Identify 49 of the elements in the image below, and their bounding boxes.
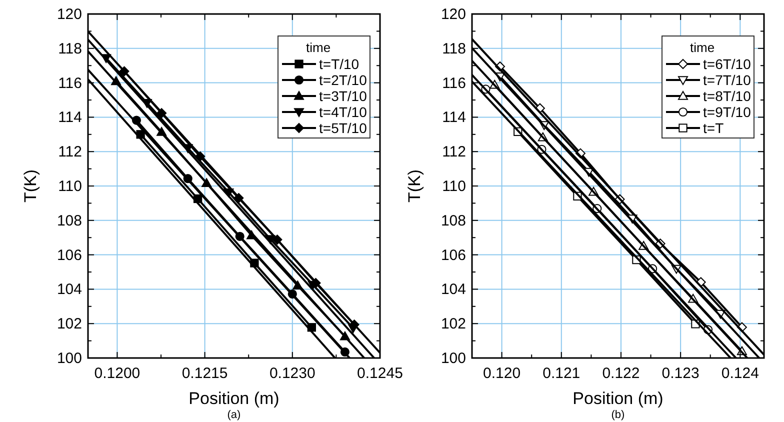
- legend-label: t=5T/10: [319, 120, 368, 136]
- legend-label: t=9T/10: [703, 104, 752, 120]
- y-tick-label: 100: [440, 350, 466, 367]
- legend-label: t=7T/10: [703, 72, 752, 88]
- legend-label: t=T: [703, 120, 724, 136]
- y-tick-label: 108: [440, 212, 466, 230]
- legend-title: time: [690, 40, 715, 55]
- x-tick-label: 0.1230: [269, 365, 316, 382]
- y-tick-label: 120: [440, 6, 466, 23]
- y-tick-label: 108: [56, 212, 82, 230]
- x-axis-title: Position (m): [188, 389, 280, 408]
- text: (b): [611, 409, 625, 421]
- y-tick-label: 100: [56, 350, 82, 367]
- y-tick-label: 102: [440, 316, 466, 333]
- y-tick-label: 116: [58, 74, 82, 92]
- y-tick-label: 114: [442, 109, 466, 126]
- legend-label: t=2T/10: [319, 72, 368, 88]
- y-tick-label: 102: [56, 316, 82, 333]
- x-tick-label: 0.121: [542, 365, 580, 382]
- legend-label: t=T/10: [319, 56, 360, 72]
- x-tick-label: 0.120: [483, 365, 521, 382]
- y-tick-label: 112: [442, 144, 466, 161]
- y-tick-label: 112: [58, 144, 82, 161]
- legend-label: t=8T/10: [703, 88, 752, 104]
- y-tick-label: 110: [58, 178, 82, 195]
- y-tick-label: 104: [440, 281, 466, 298]
- y-tick-label: 106: [440, 246, 466, 264]
- y-axis-title: T(K): [405, 169, 424, 203]
- legend-title: time: [306, 40, 331, 55]
- y-tick-label: 120: [56, 6, 82, 23]
- x-tick-label: 0.1200: [94, 365, 140, 382]
- y-tick-label: 110: [442, 178, 466, 195]
- legend-label: t=6T/10: [703, 56, 752, 72]
- y-tick-label: 114: [58, 109, 82, 126]
- y-tick-label: 118: [58, 40, 82, 58]
- y-tick-label: 116: [442, 74, 466, 92]
- y-tick-label: 106: [56, 246, 82, 264]
- x-tick-label: 0.1215: [182, 365, 228, 382]
- legend-label: t=4T/10: [319, 104, 368, 120]
- x-axis-title: Position (m): [572, 389, 664, 408]
- legend-label: t=3T/10: [319, 88, 368, 104]
- x-tick-label: 0.124: [721, 365, 759, 382]
- x-tick-label: 0.1245: [357, 365, 403, 382]
- y-tick-label: 104: [56, 281, 82, 298]
- x-tick-label: 0.123: [662, 365, 700, 382]
- y-tick-label: 118: [442, 40, 466, 58]
- y-axis-title: T(K): [21, 169, 40, 203]
- x-tick-label: 0.122: [602, 365, 640, 382]
- text: (a): [227, 409, 241, 421]
